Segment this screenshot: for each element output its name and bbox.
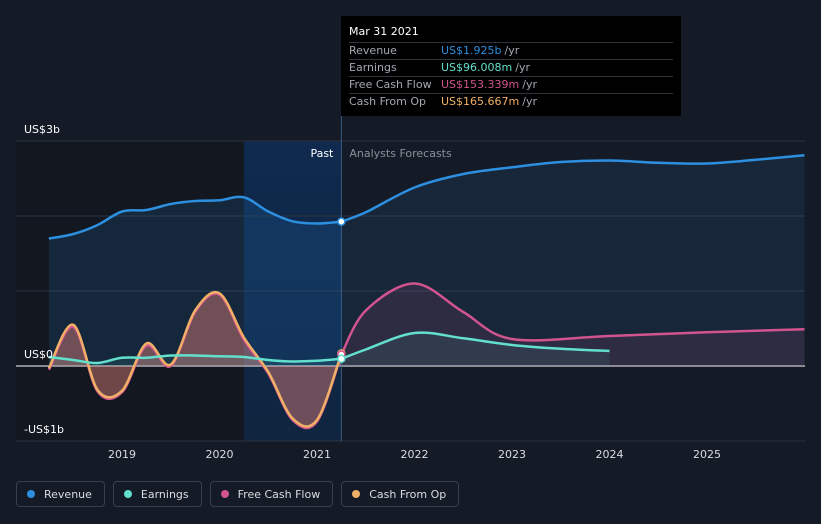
legend-dot-icon (220, 490, 229, 498)
tooltip-label: Revenue (349, 44, 397, 57)
cash-from-op-past-line (47, 291, 343, 428)
y-tick-label: -US$1b (24, 423, 64, 436)
legend-dot-icon (27, 490, 35, 498)
free-cash-flow-past-area (48, 293, 342, 429)
tooltip-unit: /yr (522, 95, 537, 108)
tooltip-value: US$1.925b (441, 44, 502, 57)
earnings-forecast-area (341, 332, 610, 366)
tooltip-value: US$165.667m (441, 95, 520, 108)
tooltip-value: US$96.008m (441, 61, 513, 74)
x-tick-label: 2022 (401, 448, 429, 461)
x-tick-label: 2019 (108, 448, 136, 461)
tooltip-label: Cash From Op (349, 95, 427, 108)
tooltip: Mar 31 2021 Revenue US$1.925b/yr Earning… (341, 16, 681, 116)
tooltip-unit: /yr (522, 78, 537, 91)
x-tick-label: 2023 (498, 448, 526, 461)
legend-item-earnings[interactable]: Earnings (112, 481, 202, 507)
tooltip-row-revenue: Revenue US$1.925b/yr (349, 43, 673, 60)
legend-label: Free Cash Flow (237, 487, 321, 501)
revenue-past-line (48, 195, 342, 240)
x-tick-label: 2025 (693, 448, 721, 461)
free-cash-flow-forecast-area (341, 283, 805, 366)
tooltip-unit: /yr (515, 61, 530, 74)
legend-label: Earnings (140, 487, 189, 501)
chart: US$3b US$0 -US$1b 2019 2020 2021 2022 2023 2024 2… (16, 115, 805, 461)
legend: Revenue Earnings Free Cash Flow Cash Fro… (16, 481, 460, 507)
tooltip-row-free-cash-flow: Free Cash Flow US$153.339m/yr (349, 77, 673, 94)
revenue-marker (337, 217, 346, 226)
legend-dot-icon (352, 490, 361, 498)
earnings-past-line (48, 354, 342, 365)
x-tick-label: 2021 (303, 448, 331, 461)
tooltip-label: Free Cash Flow (349, 78, 432, 91)
legend-item-free-cash-flow[interactable]: Free Cash Flow (209, 481, 334, 507)
legend-label: Cash From Op (369, 487, 447, 501)
free-cash-flow-forecast-line (340, 282, 805, 356)
past-label: Past (310, 147, 334, 160)
y-tick-label: US$0 (24, 348, 53, 361)
earnings-marker (337, 354, 346, 364)
legend-item-cash-from-op[interactable]: Cash From Op (341, 481, 460, 507)
legend-label: Revenue (44, 487, 92, 501)
revenue-past-area (48, 196, 342, 366)
legend-item-revenue[interactable]: Revenue (16, 481, 105, 507)
tooltip-row-cash-from-op: Cash From Op US$165.667m/yr (349, 94, 673, 110)
earnings-forecast-line (340, 331, 610, 360)
forecast-label: Analysts Forecasts (349, 147, 452, 160)
tooltip-unit: /yr (504, 44, 520, 57)
tooltip-value: US$153.339m (441, 78, 520, 91)
revenue-forecast-area (341, 155, 805, 366)
tooltip-row-earnings: Earnings US$96.008m/yr (349, 60, 673, 77)
revenue-forecast-line (340, 154, 805, 223)
x-tick-label: 2020 (206, 448, 234, 461)
y-tick-label: US$3b (24, 123, 60, 136)
x-tick-label: 2024 (596, 448, 624, 461)
cash-from-op-past-area (48, 292, 342, 427)
tooltip-date: Mar 31 2021 (349, 22, 673, 43)
legend-dot-icon (123, 490, 132, 498)
tooltip-label: Earnings (349, 61, 397, 74)
